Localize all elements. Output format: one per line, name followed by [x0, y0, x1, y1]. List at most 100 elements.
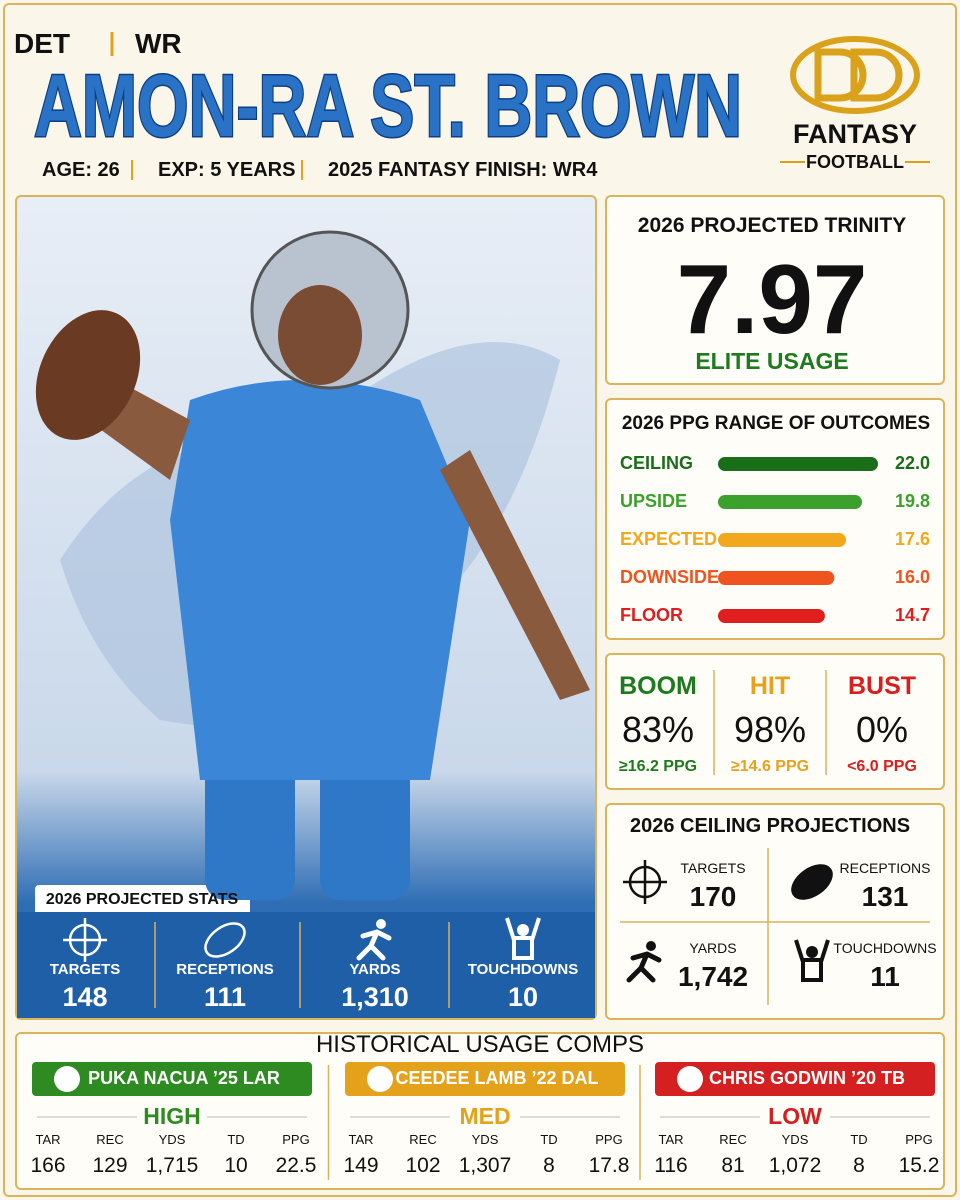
comp-col-header: YDS — [158, 1132, 186, 1148]
stat-value: 1,310 — [341, 981, 409, 1012]
team-logo — [54, 1066, 80, 1092]
comp-col-header: TD — [540, 1132, 558, 1148]
stat-label: RECEPTIONS — [176, 961, 274, 978]
comp-col-header: TAR — [658, 1132, 684, 1148]
icon-ref — [517, 924, 529, 936]
icon-ball — [204, 922, 246, 958]
outcome-rate: 83% — [621, 709, 695, 751]
stat-value: 111 — [203, 981, 247, 1012]
frame — [3, 3, 957, 1197]
detail: EXP: 5 YEARS — [158, 159, 296, 181]
range-panel — [605, 398, 945, 640]
comp-col-header: REC — [96, 1132, 124, 1148]
comp-tier: LOW — [768, 1103, 822, 1130]
comp-col-header: TAR — [35, 1132, 61, 1148]
trinity-title: 2026 PROJECTED TRINITY — [637, 214, 907, 238]
bar — [718, 495, 862, 509]
comps-title: HISTORICAL USAGE COMPS — [315, 1030, 645, 1058]
comp-tier: MED — [459, 1103, 511, 1130]
ceiling-label: TOUCHDOWNS — [833, 939, 937, 956]
comp-stat: 10 — [224, 1154, 248, 1178]
category-label: DOWNSIDE — [620, 567, 719, 588]
comps-panel — [15, 1032, 945, 1190]
ceiling-label: RECEPTIONS — [839, 859, 931, 876]
comp-stat: 116 — [654, 1154, 688, 1178]
leg — [320, 760, 410, 900]
outcome-rate: 0% — [855, 709, 909, 751]
comp-name: PUKA NACUA ’25 LAR — [88, 1068, 280, 1089]
detail: AGE: 26 — [42, 159, 120, 181]
value-label: 22.0 — [894, 453, 930, 474]
player-name: AMON-RA ST. BROWN — [34, 60, 742, 150]
stat-value: 148 — [62, 981, 108, 1012]
outcome-threshold: ≥16.2 PPG — [618, 758, 698, 776]
football — [35, 310, 141, 440]
comp-col-header: YDS — [471, 1132, 499, 1148]
comp-col-header: PPG — [905, 1132, 933, 1148]
comp-stat: 1,307 — [458, 1154, 512, 1178]
outcome-threshold: <6.0 PPG — [847, 758, 917, 776]
outcomes-panel — [605, 653, 945, 790]
team-logo — [677, 1066, 703, 1092]
position: WR — [135, 28, 182, 60]
leg — [205, 760, 295, 900]
logo-bottom: FOOTBALL — [806, 152, 904, 173]
icon-ball — [791, 864, 833, 900]
value-label: 14.7 — [894, 605, 930, 626]
comp-stat: 17.8 — [588, 1154, 630, 1178]
comp-col-header: PPG — [595, 1132, 623, 1148]
logo-ball — [790, 36, 920, 114]
stat-label: TARGETS — [49, 961, 121, 978]
arm — [440, 450, 590, 700]
chart-title: 2026 PPG RANGE OF OUTCOMES — [621, 412, 931, 434]
comp-col-header: TAR — [348, 1132, 374, 1148]
comp-col-header: TD — [850, 1132, 868, 1148]
bar — [718, 457, 878, 471]
comp-stat: 15.2 — [898, 1154, 940, 1178]
comp-stat: 1,715 — [145, 1154, 199, 1178]
team-logo — [367, 1066, 393, 1092]
comp-stat: 1,072 — [768, 1154, 822, 1178]
player-art — [35, 230, 590, 900]
outcome-label: BOOM — [619, 672, 697, 700]
team: DET — [14, 28, 70, 60]
icon-ref — [806, 946, 818, 958]
torso — [170, 380, 470, 780]
outcome-label: HIT — [749, 672, 791, 700]
ceiling-label: YARDS — [689, 939, 737, 956]
bar — [718, 609, 825, 623]
value-label: 16.0 — [894, 567, 930, 588]
comp-col-header: REC — [409, 1132, 437, 1148]
icon-runner — [646, 941, 656, 951]
stats-title: 2026 PROJECTED STATS — [45, 891, 239, 909]
comp-col-header: PPG — [282, 1132, 310, 1148]
ceiling-value: 1,742 — [677, 961, 749, 993]
category-label: FLOOR — [620, 605, 683, 626]
detail: 2025 FANTASY FINISH: WR4 — [328, 159, 598, 181]
face — [278, 285, 362, 385]
comp-stat: 8 — [853, 1154, 865, 1178]
comp-stat: 102 — [405, 1154, 441, 1178]
category-label: CEILING — [620, 453, 694, 474]
ceiling-panel — [605, 803, 945, 1020]
comp-stat: 166 — [30, 1154, 66, 1178]
comp-stat: 81 — [721, 1154, 745, 1178]
outcome-label: BUST — [847, 672, 917, 700]
ceiling-value: 131 — [861, 881, 909, 913]
icon-target — [63, 918, 107, 962]
icon-runner — [626, 951, 662, 983]
logo-dd — [814, 48, 903, 102]
ceiling-label: TARGETS — [680, 859, 746, 876]
stat-label: TOUCHDOWNS — [467, 961, 579, 978]
comp-col-header: YDS — [781, 1132, 809, 1148]
outcome-rate: 98% — [733, 709, 807, 751]
value-label: 19.8 — [894, 491, 930, 512]
comp-name: CEEDEE LAMB ’22 DAL — [395, 1068, 599, 1089]
stats-bar — [17, 912, 595, 1018]
bar — [718, 571, 835, 585]
icon-ref — [794, 939, 830, 982]
outcome-threshold: ≥14.6 PPG — [730, 758, 810, 776]
trinity-score: 7.97 — [676, 244, 868, 355]
value-label: 17.6 — [894, 529, 930, 550]
